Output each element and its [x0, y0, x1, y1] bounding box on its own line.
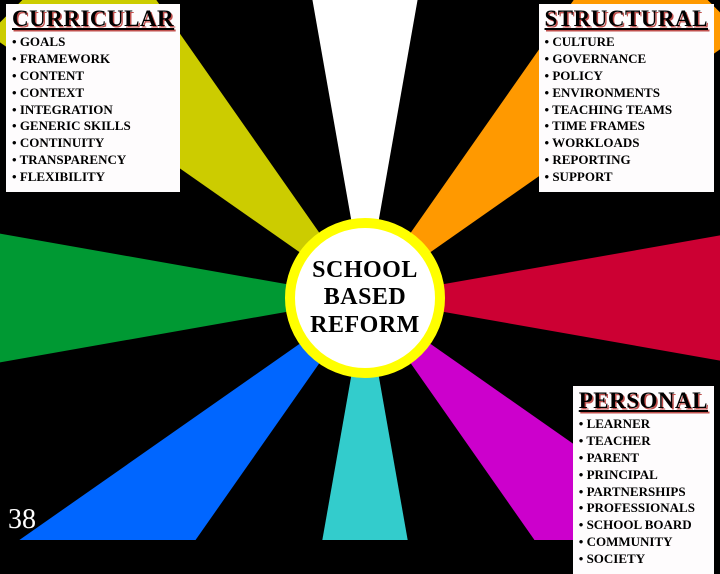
list-item: GOALS [12, 34, 174, 51]
list-item: INTEGRATION [12, 102, 174, 119]
curricular-panel: CURRICULAR GOALSFRAMEWORKCONTENTCONTEXTI… [6, 4, 180, 192]
list-item: WORKLOADS [545, 135, 708, 152]
list-item: GENERIC SKILLS [12, 118, 174, 135]
structural-panel: STRUCTURAL CULTUREGOVERNANCEPOLICYENVIRO… [539, 4, 714, 192]
curricular-heading: CURRICULAR [12, 6, 174, 31]
list-item: CONTINUITY [12, 135, 174, 152]
center-title: SCHOOL BASED REFORM [310, 257, 420, 340]
personal-panel: PERSONAL LEARNERTEACHERPARENTPRINCIPALPA… [573, 386, 714, 574]
list-item: TEACHER [579, 433, 708, 450]
list-item: LEARNER [579, 416, 708, 433]
list-item: PARENT [579, 450, 708, 467]
list-item: REPORTING [545, 152, 708, 169]
curricular-list: GOALSFRAMEWORKCONTENTCONTEXTINTEGRATIONG… [12, 34, 174, 186]
list-item: PRINCIPAL [579, 467, 708, 484]
list-item: TIME FRAMES [545, 118, 708, 135]
list-item: FLEXIBILITY [12, 169, 174, 186]
list-item: CULTURE [545, 34, 708, 51]
list-item: SOCIETY [579, 551, 708, 568]
list-item: CONTENT [12, 68, 174, 85]
center-line-2: BASED [324, 284, 407, 310]
personal-list: LEARNERTEACHERPARENTPRINCIPALPARTNERSHIP… [579, 416, 708, 568]
page-number: 38 [8, 504, 36, 536]
list-item: PROFESSIONALS [579, 500, 708, 517]
list-item: COMMUNITY [579, 534, 708, 551]
list-item: SCHOOL BOARD [579, 517, 708, 534]
center-line-3: REFORM [310, 312, 420, 338]
list-item: TEACHING TEAMS [545, 102, 708, 119]
list-item: CONTEXT [12, 85, 174, 102]
list-item: TRANSPARENCY [12, 152, 174, 169]
list-item: PARTNERSHIPS [579, 484, 708, 501]
personal-heading: PERSONAL [579, 388, 708, 414]
list-item: SUPPORT [545, 169, 708, 186]
structural-heading: STRUCTURAL [545, 6, 708, 32]
center-circle: SCHOOL BASED REFORM [285, 218, 445, 378]
list-item: GOVERNANCE [545, 51, 708, 68]
list-item: ENVIRONMENTS [545, 85, 708, 102]
structural-list: CULTUREGOVERNANCEPOLICYENVIRONMENTSTEACH… [545, 34, 708, 186]
list-item: POLICY [545, 68, 708, 85]
list-item: FRAMEWORK [12, 51, 174, 68]
center-line-1: SCHOOL [312, 257, 418, 283]
